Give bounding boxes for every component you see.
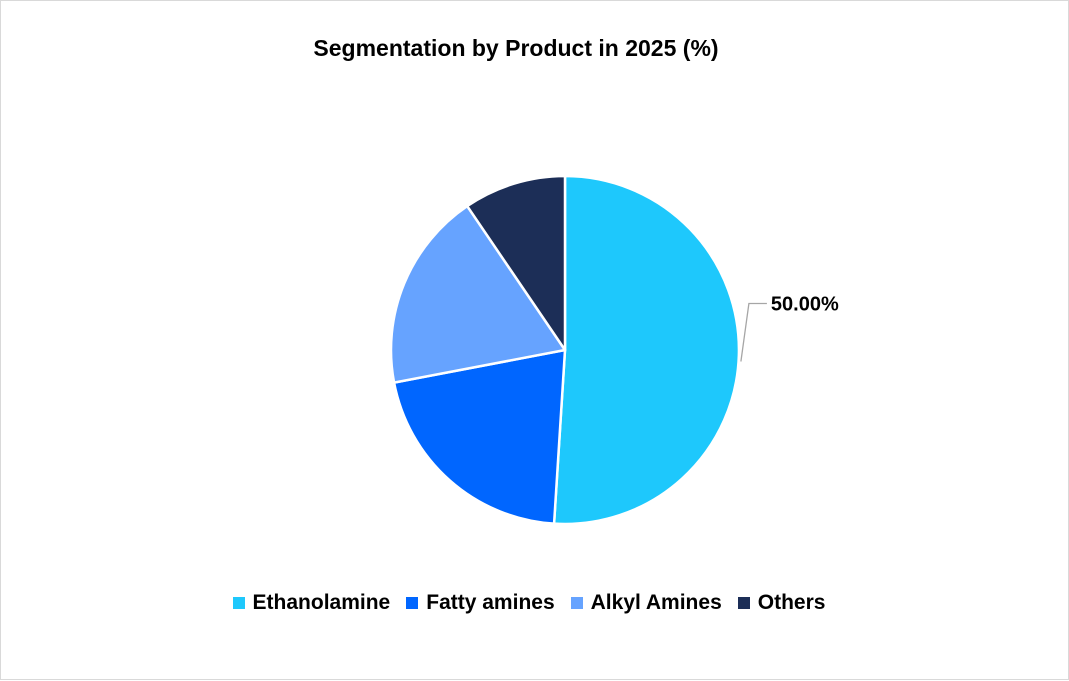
legend-item-alkyl-amines: Alkyl Amines	[570, 591, 722, 615]
pie-slice-others	[465, 174, 567, 352]
legend-item-others: Others	[737, 591, 826, 615]
legend-label: Ethanolamine	[252, 591, 391, 614]
pie-slices	[389, 174, 741, 526]
legend-label: Alkyl Amines	[590, 591, 722, 614]
legend-swatch	[406, 597, 419, 609]
pie-slice-fatty-amines	[392, 348, 567, 525]
pie-slice-alkyl-amines	[389, 204, 567, 384]
data-label-ethanolamine: 50.00%	[771, 294, 839, 316]
legend-label: Others	[757, 591, 826, 614]
chart-title: Segmentation by Product in 2025 (%)	[313, 35, 719, 61]
legend-label: Fatty amines	[426, 591, 555, 614]
legend-swatch	[232, 597, 245, 609]
legend-swatch	[737, 597, 750, 609]
pie-data-labels: 50.00%	[740, 294, 839, 362]
legend-swatch	[570, 597, 583, 609]
legend-item-fatty-amines: Fatty amines	[406, 591, 555, 615]
data-label-leader-line	[740, 302, 767, 362]
chart-legend: Ethanolamine Fatty amines Alkyl Amines Othe…	[1, 591, 1057, 615]
legend-item-ethanolamine: Ethanolamine	[232, 591, 391, 615]
pie-slice-ethanolamine	[552, 174, 741, 526]
